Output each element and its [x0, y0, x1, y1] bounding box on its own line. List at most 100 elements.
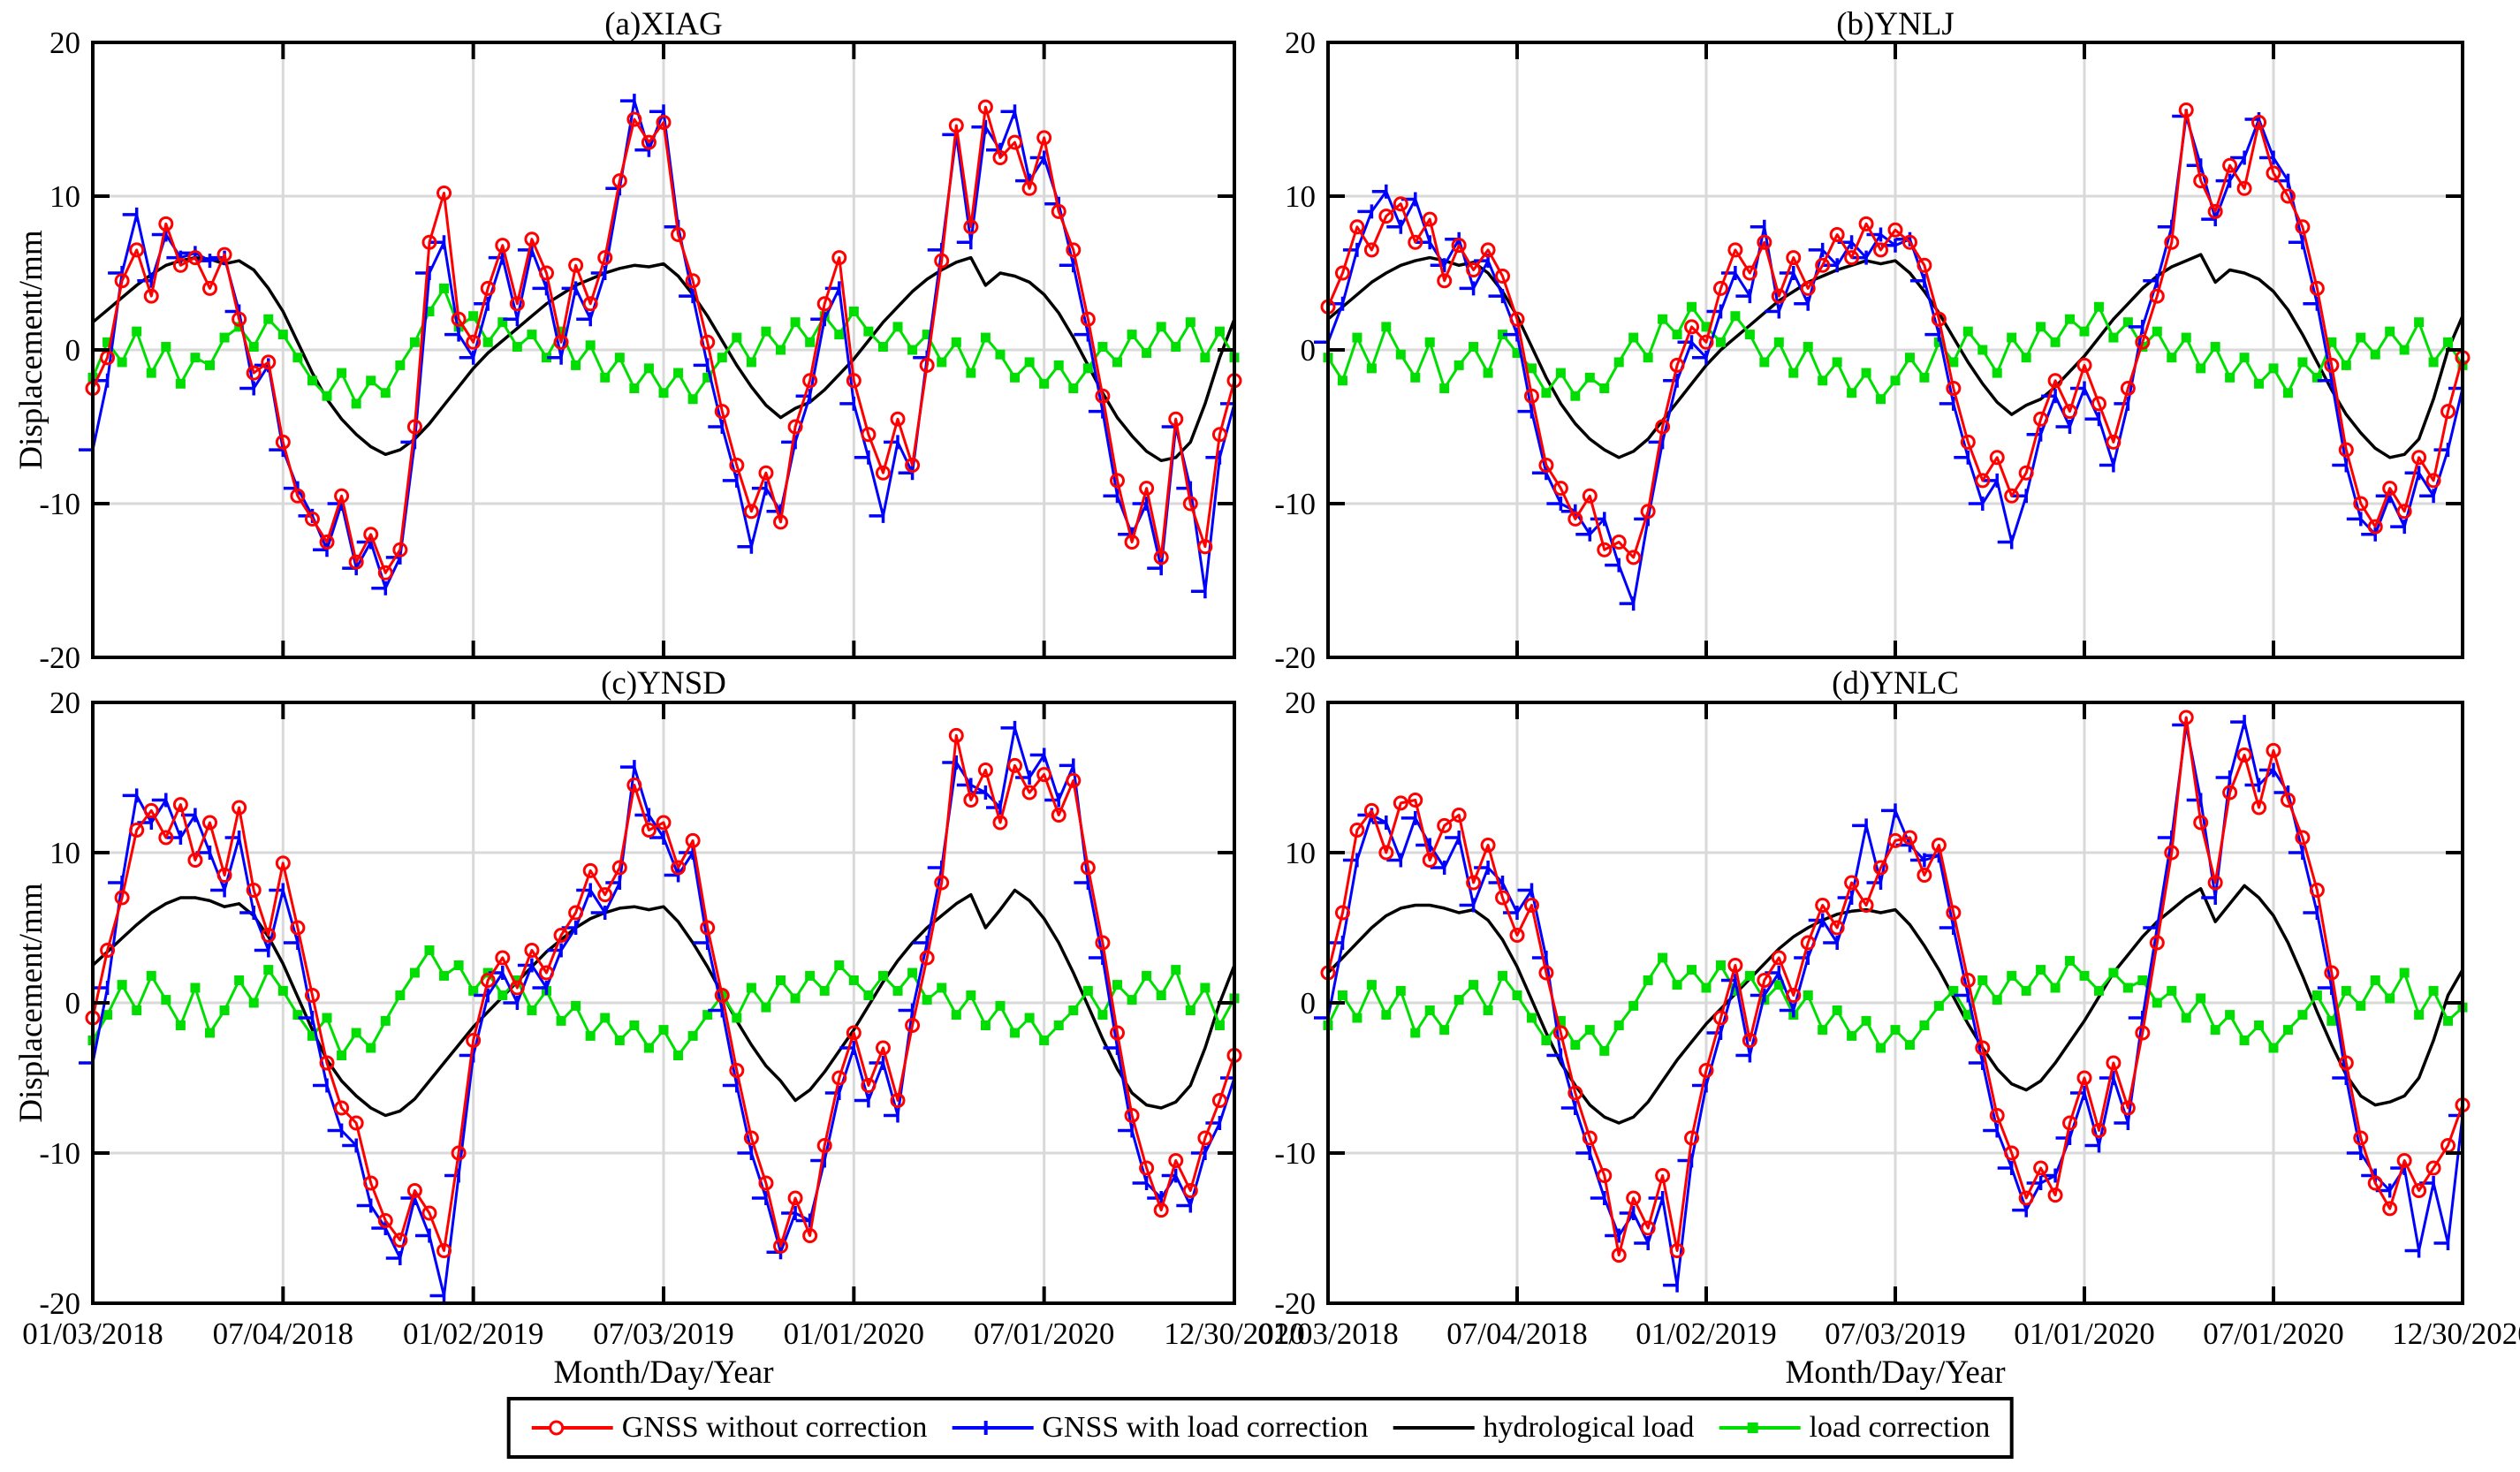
marker-filled-square — [2079, 970, 2090, 981]
x-tick-label: 01/02/2019 — [1636, 1316, 1776, 1351]
marker-filled-square — [512, 342, 522, 353]
marker-filled-square — [277, 330, 288, 340]
marker-filled-square — [1010, 372, 1021, 383]
marker-open-circle — [1815, 898, 1831, 913]
marker-filled-square — [600, 372, 611, 383]
marker-filled-square — [1977, 975, 1988, 985]
marker-filled-square — [1498, 970, 1508, 981]
marker-filled-square — [2122, 983, 2133, 993]
marker-filled-square — [205, 360, 216, 370]
marker-filled-square — [2356, 1000, 2366, 1011]
marker-filled-square — [146, 368, 156, 378]
marker-filled-square — [1352, 1013, 1362, 1023]
marker-open-circle — [1858, 216, 1874, 231]
marker-filled-square — [2196, 993, 2206, 1004]
marker-filled-square — [2443, 1015, 2454, 1026]
marker-filled-square — [1127, 995, 1137, 1005]
marker-filled-square — [1861, 368, 1871, 378]
marker-filled-square — [307, 376, 317, 386]
marker-filled-square — [234, 322, 245, 332]
marker-open-circle — [114, 273, 130, 289]
marker-open-circle — [348, 1115, 364, 1131]
marker-open-circle — [1800, 935, 1816, 951]
marker-open-circle — [890, 411, 906, 427]
marker-open-circle — [1211, 427, 1227, 443]
marker-open-circle — [1597, 542, 1613, 558]
marker-open-circle — [2440, 404, 2456, 420]
marker-open-circle — [2353, 496, 2369, 512]
marker-filled-square — [1127, 330, 1137, 340]
marker-open-circle — [1523, 898, 1539, 913]
marker-open-circle — [948, 727, 964, 743]
marker-filled-square — [2108, 967, 2119, 978]
marker-filled-square — [732, 332, 742, 343]
marker-filled-square — [322, 391, 332, 401]
marker-filled-square — [907, 967, 918, 978]
x-tick-label: 07/04/2018 — [1446, 1316, 1587, 1351]
marker-filled-square — [1024, 357, 1035, 368]
axis-box — [1326, 41, 2464, 659]
marker-filled-square — [2385, 993, 2395, 1004]
marker-filled-square — [2167, 353, 2177, 363]
marker-filled-square — [1744, 330, 1755, 340]
marker-open-circle — [1611, 535, 1627, 550]
marker-open-circle — [2033, 1160, 2049, 1176]
marker-open-circle — [714, 988, 730, 1003]
marker-filled-square — [1381, 1010, 1392, 1021]
marker-filled-square — [1584, 1025, 1595, 1036]
marker-open-circle — [875, 465, 891, 481]
marker-filled-square — [1439, 383, 1450, 393]
marker-open-circle — [275, 855, 291, 871]
marker-open-circle — [1168, 1153, 1184, 1168]
marker-open-circle — [538, 965, 554, 981]
marker-open-circle — [2135, 334, 2151, 350]
marker-filled-square — [556, 326, 566, 337]
marker-open-circle — [509, 980, 525, 996]
marker-open-circle — [2353, 1130, 2369, 1146]
marker-filled-square — [1395, 349, 1406, 360]
x-tick-label: 01/01/2020 — [2014, 1316, 2154, 1351]
marker-filled-square — [1570, 391, 1581, 401]
marker-open-circle — [1124, 535, 1140, 550]
marker-open-circle — [1466, 875, 1482, 891]
marker-open-circle — [436, 1243, 452, 1258]
marker-open-circle — [2207, 875, 2223, 891]
marker-open-circle — [992, 815, 1008, 831]
marker-open-circle — [1567, 511, 1583, 527]
series-line-b-0 — [1326, 109, 2464, 559]
marker-filled-square — [1919, 372, 1930, 383]
x-tick-label: 12/30/2020 — [2392, 1316, 2520, 1351]
marker-open-circle — [1901, 234, 1917, 250]
marker-filled-square — [2137, 975, 2148, 985]
marker-filled-square — [848, 975, 859, 985]
marker-filled-square — [1962, 1010, 1973, 1021]
marker-open-circle — [480, 280, 496, 296]
marker-open-circle — [626, 111, 642, 127]
marker-filled-square — [468, 311, 479, 322]
marker-open-circle — [1989, 1108, 2005, 1123]
marker-filled-square — [322, 1013, 332, 1023]
marker-open-circle — [1349, 219, 1365, 235]
marker-open-circle — [2367, 519, 2383, 535]
marker-open-circle — [758, 465, 774, 481]
legend-label: GNSS with load correction — [1042, 1411, 1369, 1444]
marker-open-circle — [2135, 1025, 2151, 1041]
marker-open-circle — [1684, 319, 1700, 335]
marker-open-circle — [1051, 203, 1066, 219]
marker-open-circle — [2178, 102, 2194, 118]
marker-filled-square — [117, 357, 127, 368]
marker-filled-square — [409, 967, 420, 978]
marker-open-circle — [1975, 473, 1991, 489]
legend-marker-square — [1747, 1423, 1758, 1433]
marker-filled-square — [1439, 1025, 1450, 1036]
marker-filled-square — [980, 1021, 991, 1030]
marker-open-circle — [466, 334, 482, 350]
marker-filled-square — [2297, 1010, 2308, 1021]
marker-filled-square — [834, 960, 845, 970]
marker-open-circle — [1007, 134, 1023, 150]
marker-open-circle — [656, 815, 672, 831]
marker-filled-square — [2282, 388, 2293, 398]
marker-filled-square — [307, 1030, 317, 1041]
marker-open-circle — [1378, 845, 1394, 861]
marker-open-circle — [1523, 388, 1539, 404]
